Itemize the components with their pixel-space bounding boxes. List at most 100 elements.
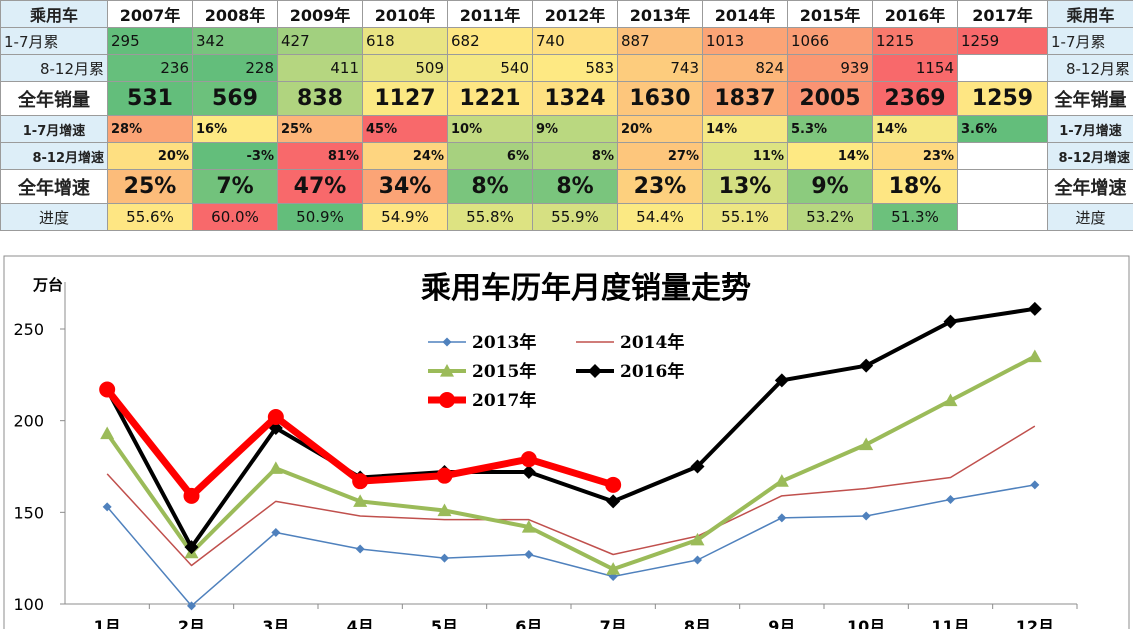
legend-label: 2013年 (472, 332, 536, 353)
table-cell: 81% (277, 142, 363, 170)
table-cell: 60.0% (192, 203, 278, 231)
table-cell: 411 (277, 54, 363, 82)
table-row: 1-7月累 295 342 427 618 682 740 887 1013 1066 1215 12… (0, 27, 1133, 55)
x-tick-label: 1月 (94, 617, 121, 629)
legend-item: 2014年 (576, 332, 684, 353)
legend-label: 2017年 (472, 390, 536, 411)
data-point (187, 601, 196, 611)
table-cell: 23% (617, 169, 703, 204)
table-cell: 1154 (872, 54, 958, 82)
table-row: 1-7月增速 28% 16% 25% 45% 10% 9% 20% 14% 5.3% 14% 3.6%… (0, 115, 1133, 143)
table-cell: 9% (787, 169, 873, 204)
sales-table: 乘用车 2007年 2008年 2009年 2010年 2011年 2012年 … (0, 0, 1133, 231)
data-point (777, 513, 787, 523)
row-label: 1-7月累 (0, 27, 108, 55)
x-tick-label: 12月 (1016, 617, 1054, 629)
table-cell: 1630 (617, 81, 703, 116)
series-2017年 (99, 381, 622, 504)
data-point (442, 337, 452, 347)
legend-label: 2015年 (472, 361, 536, 382)
data-point (271, 528, 281, 537)
y-tick-label: 150 (13, 503, 44, 522)
row-label-right: 8-12月累 (1047, 54, 1133, 82)
table-cell: 20% (107, 142, 193, 170)
right-label: 乘用车 (1047, 0, 1133, 28)
series-2015年 (100, 349, 1042, 575)
data-point (606, 562, 621, 575)
table-cell: 740 (532, 27, 618, 55)
table-cell: 34% (362, 169, 448, 204)
year-header: 2008年 (192, 0, 278, 28)
table-cell: 23% (872, 142, 958, 170)
data-point (1030, 480, 1040, 490)
table-cell: 2369 (872, 81, 958, 116)
data-point (521, 520, 536, 533)
year-header: 2017年 (957, 0, 1048, 28)
data-point (774, 373, 789, 388)
row-label: 全年增速 (0, 169, 108, 204)
table-cell: 9% (532, 115, 618, 143)
row-label: 进度 (0, 203, 108, 231)
table-cell: 427 (277, 27, 363, 55)
row-label-right: 全年增速 (1047, 169, 1133, 204)
table-cell: 14% (787, 142, 873, 170)
data-point (352, 473, 369, 490)
table-cell: 228 (192, 54, 278, 82)
table-cell: 618 (362, 27, 448, 55)
table-cell: 28% (107, 115, 193, 143)
series-2014年 (106, 425, 1036, 567)
corner-label: 乘用车 (0, 0, 108, 28)
x-tick-label: 7月 (600, 617, 627, 629)
data-point (440, 364, 454, 377)
table-cell: 838 (277, 81, 363, 116)
data-point (774, 474, 789, 487)
series-line (106, 425, 1036, 567)
x-tick-label: 9月 (768, 617, 795, 629)
data-point (521, 465, 536, 479)
data-point (437, 503, 452, 517)
table-cell: 1259 (957, 27, 1048, 55)
row-label-right: 进度 (1047, 203, 1133, 231)
legend-label: 2014年 (620, 332, 684, 353)
data-point (524, 550, 534, 559)
row-label-right: 全年销量 (1047, 81, 1133, 116)
x-tick-label: 11月 (931, 617, 969, 629)
table-cell: 2005 (787, 81, 873, 116)
table-cell: 14% (872, 115, 958, 143)
x-tick-label: 3月 (262, 617, 289, 629)
table-cell: 824 (702, 54, 788, 82)
table-cell (957, 142, 1048, 170)
table-cell: 27% (617, 142, 703, 170)
year-header: 2014年 (702, 0, 788, 28)
table-cell: 53.2% (787, 203, 873, 231)
table-cell: 7% (192, 169, 278, 204)
table-cell: 1324 (532, 81, 618, 116)
table-row: 全年销量 531 569 838 1127 1221 1324 1630 1837 2005 236… (0, 81, 1133, 116)
table-cell: 8% (532, 169, 618, 204)
table-cell: 531 (107, 81, 193, 116)
series-line (106, 484, 1035, 607)
table-cell: 14% (702, 115, 788, 143)
table-cell: 887 (617, 27, 703, 55)
table-cell: 1066 (787, 27, 873, 55)
series-line (105, 306, 1036, 550)
data-point (861, 511, 871, 521)
data-point (1027, 301, 1042, 316)
year-header: 2012年 (532, 0, 618, 28)
chart-title: 乘用车历年月度销量走势 (421, 271, 751, 306)
table-cell: 743 (617, 54, 703, 82)
table-cell: 24% (362, 142, 448, 170)
table-cell: 569 (192, 81, 278, 116)
table-cell: 50.9% (277, 203, 363, 231)
data-point (102, 502, 112, 512)
table-cell: 236 (107, 54, 193, 82)
table-row: 全年增速 25% 7% 47% 34% 8% 8% 23% 13% 9% 18% 全年增速 (0, 169, 1133, 204)
y-tick-label: 250 (13, 320, 44, 339)
legend-item: 2017年 (428, 390, 536, 411)
year-header: 2007年 (107, 0, 193, 28)
data-point (184, 540, 199, 555)
row-label-right: 8-12月增速 (1047, 142, 1133, 170)
row-label: 全年销量 (0, 81, 108, 116)
table-cell: 3.6% (957, 115, 1048, 143)
year-header: 2010年 (362, 0, 448, 28)
